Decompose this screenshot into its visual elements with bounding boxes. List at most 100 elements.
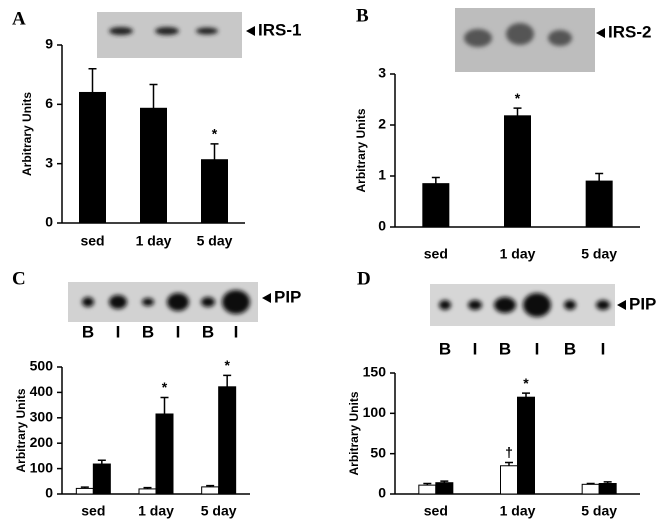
blot-a <box>97 12 242 58</box>
error-bar <box>423 482 432 486</box>
bar <box>435 482 454 495</box>
bar <box>201 159 228 224</box>
y-tick-label: 0 <box>45 485 53 501</box>
panel-letter: D <box>357 268 371 289</box>
error-bar <box>522 392 530 398</box>
bar <box>75 487 94 495</box>
x-tick-label: 1 day <box>500 503 536 519</box>
x-tick-label: 1 day <box>500 246 536 262</box>
x-tick-label: 1 day <box>136 233 172 249</box>
blot-arrow <box>596 28 605 38</box>
y-tick-label: 400 <box>30 383 54 399</box>
bar <box>140 107 167 224</box>
y-tick-label: 50 <box>370 444 386 460</box>
blot-label: IRS-1 <box>258 20 301 39</box>
panel-letter: A <box>12 8 26 29</box>
blot-d <box>430 284 615 326</box>
blot-b <box>455 8 595 72</box>
significance-mark: * <box>162 379 168 395</box>
lane-label: B <box>564 339 576 358</box>
error-bar <box>586 482 595 485</box>
lane-label: B <box>439 339 451 358</box>
error-bar <box>206 484 215 487</box>
y-tick-label: 0 <box>45 214 53 230</box>
bar <box>418 484 437 495</box>
y-axis-label: Arbitrary Units <box>14 388 28 472</box>
error-bar <box>143 486 152 489</box>
blot-arrow <box>262 293 271 303</box>
y-tick-label: 300 <box>30 409 54 425</box>
y-tick-label: 100 <box>363 404 387 420</box>
error-bar <box>513 107 522 116</box>
y-tick-label: 3 <box>378 65 386 81</box>
panel-letter: C <box>12 268 26 289</box>
y-tick-label: 0 <box>378 218 386 234</box>
lane-label: B <box>82 322 94 341</box>
error-bar <box>149 83 158 109</box>
y-tick-label: 9 <box>45 36 53 52</box>
bar <box>92 463 111 495</box>
x-tick-label: 5 day <box>197 233 233 249</box>
bar <box>138 488 157 495</box>
bar <box>585 180 613 228</box>
y-tick-label: 1 <box>378 167 386 183</box>
y-axis-label: Arbitrary Units <box>347 391 361 475</box>
bar <box>581 483 600 495</box>
lane-label: B <box>202 322 214 341</box>
error-bar <box>88 67 97 93</box>
y-axis-label: Arbitrary Units <box>354 108 368 192</box>
error-bar <box>603 481 612 484</box>
bar <box>201 486 220 495</box>
y-tick-label: 3 <box>45 154 53 170</box>
panel-letter: B <box>356 5 369 26</box>
significance-mark: * <box>212 126 218 142</box>
blot-c <box>68 282 258 322</box>
lane-label: I <box>601 339 606 358</box>
bar <box>598 483 617 495</box>
blot-arrow <box>617 300 626 310</box>
x-tick-label: sed <box>424 503 448 519</box>
bar <box>422 183 450 228</box>
significance-mark: * <box>523 375 529 391</box>
lane-label: B <box>142 322 154 341</box>
significance-mark: * <box>515 90 521 106</box>
y-tick-label: 6 <box>45 95 53 111</box>
lane-label: I <box>116 322 121 341</box>
x-tick-label: 1 day <box>138 503 174 519</box>
lane-label: I <box>473 339 478 358</box>
error-bar <box>80 486 89 489</box>
error-bar <box>160 396 169 414</box>
bar <box>517 396 535 495</box>
bar <box>218 386 237 495</box>
y-tick-label: 150 <box>363 364 387 380</box>
y-axis-label: Arbitrary Units <box>20 92 34 176</box>
error-bar <box>505 461 513 466</box>
bar <box>155 413 174 495</box>
error-bar <box>223 374 232 387</box>
y-tick-label: 2 <box>378 116 386 132</box>
bar <box>504 115 531 228</box>
x-tick-label: 5 day <box>201 503 237 519</box>
bar <box>79 91 106 224</box>
x-tick-label: sed <box>424 246 448 262</box>
x-tick-label: sed <box>81 503 105 519</box>
lane-label: I <box>234 322 239 341</box>
y-tick-label: 200 <box>30 434 54 450</box>
blot-label: IRS-2 <box>608 22 651 41</box>
significance-mark: † <box>505 444 513 460</box>
x-tick-label: 5 day <box>581 503 617 519</box>
lane-label: B <box>499 339 511 358</box>
lane-label: I <box>535 339 540 358</box>
error-bar <box>440 480 449 483</box>
error-bar <box>210 143 219 160</box>
x-tick-label: 5 day <box>581 246 617 262</box>
blot-arrow <box>246 26 255 36</box>
lane-label: I <box>176 322 181 341</box>
error-bar <box>431 176 440 184</box>
x-tick-label: sed <box>80 233 104 249</box>
bar <box>500 465 518 495</box>
blot-label: PIP <box>274 287 301 306</box>
error-bar <box>97 459 106 465</box>
y-tick-label: 100 <box>30 459 54 475</box>
